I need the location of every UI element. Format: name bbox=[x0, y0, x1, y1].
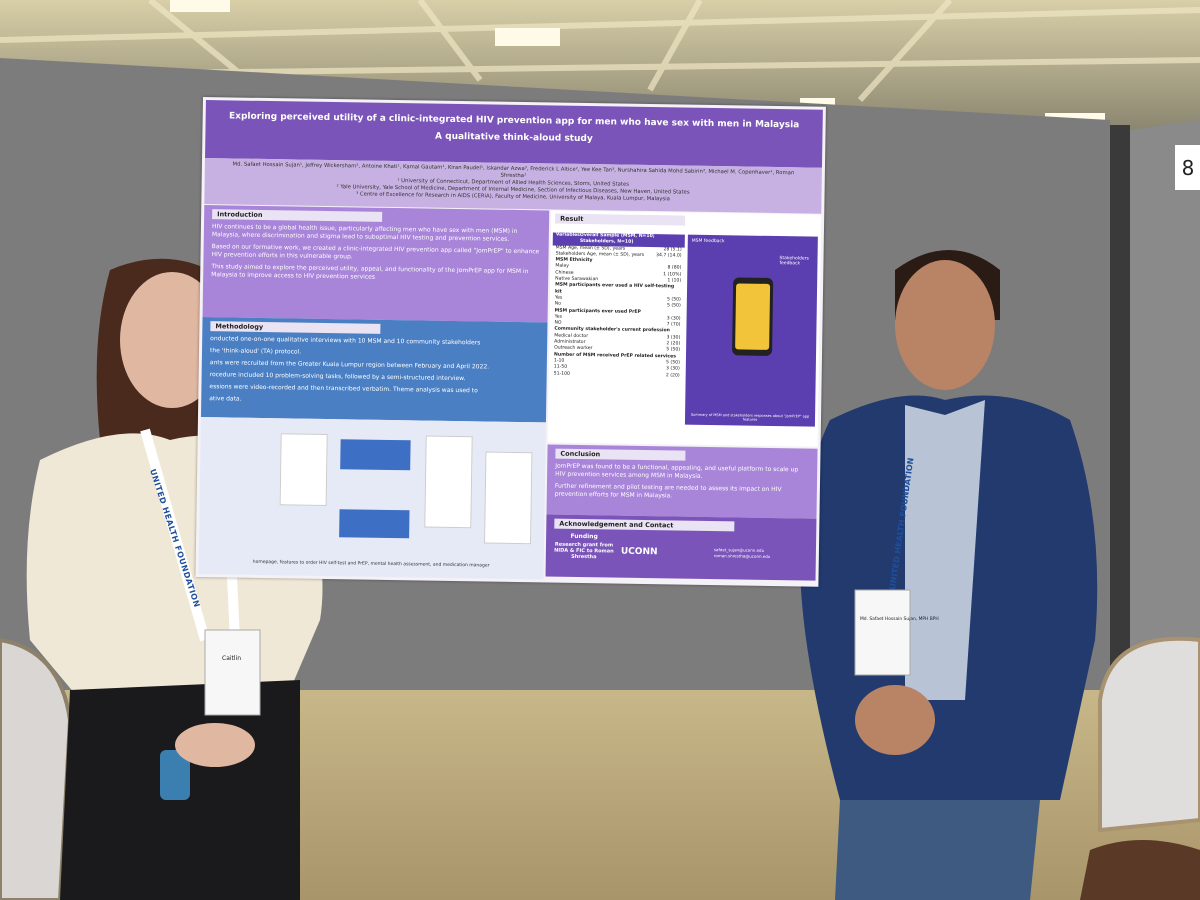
chair-left bbox=[0, 637, 73, 900]
row-label: MSM participants ever used a HIV self-te… bbox=[554, 282, 675, 295]
section-body: JomPrEP was found to be a functional, ap… bbox=[555, 463, 810, 503]
logo: UCONN bbox=[620, 546, 658, 558]
badge-name: Caitlin bbox=[222, 655, 241, 662]
section-body: HIV continues to be a global health issu… bbox=[211, 223, 541, 284]
row-value: 5 (50) bbox=[666, 303, 681, 309]
column-header: Variables bbox=[555, 232, 580, 238]
paragraph: ants were recruited from the Greater Kua… bbox=[209, 359, 490, 371]
neighbor-board bbox=[1130, 120, 1200, 660]
funding-label: Funding bbox=[570, 532, 598, 541]
section-heading: Acknowledgement and Contact bbox=[554, 518, 735, 532]
emails: safaet_sujan@uconn.edu roman.shrestha@uco… bbox=[714, 547, 771, 560]
email: roman.shrestha@uconn.edu bbox=[713, 553, 771, 559]
board-post bbox=[1110, 125, 1130, 685]
row-label: MSM participants ever used PrEP bbox=[554, 308, 641, 315]
figure-caption: Summary of MSM and stakeholders response… bbox=[690, 412, 810, 422]
result: Result Variables Overall Sample (MSM, N=1… bbox=[547, 210, 822, 447]
figure-label: MSM feedback bbox=[691, 238, 725, 245]
acknowledgement: Acknowledgement and Contact Funding Rese… bbox=[545, 514, 817, 581]
paragraph: essions were video-recorded and then tra… bbox=[209, 383, 478, 395]
section-heading: Introduction bbox=[212, 209, 383, 222]
board-number: 8 bbox=[1182, 156, 1195, 180]
row-value: 34.7 (14.0) bbox=[656, 253, 682, 259]
methodology: Methodology onducted one-on-one qualitat… bbox=[200, 317, 548, 423]
result-figure: MSM feedback Stakeholders feedback Summa… bbox=[684, 234, 818, 427]
paragraph: This study aimed to explore the perceive… bbox=[211, 263, 529, 281]
paragraph: ative data. bbox=[209, 395, 242, 403]
section-body: onducted one-on-one qualitative intervie… bbox=[209, 335, 539, 408]
chair-right bbox=[1080, 636, 1200, 900]
table-row: 51-100 2 (20) bbox=[551, 371, 683, 379]
introduction: Introduction HIV continues to be a globa… bbox=[202, 205, 550, 323]
person-right bbox=[800, 250, 1098, 900]
conclusion: Conclusion JomPrEP was found to be a fun… bbox=[546, 444, 818, 519]
row-value: 2 (20) bbox=[665, 372, 680, 379]
figure-label: Stakeholders feedback bbox=[779, 256, 809, 267]
app-screens: homepage, features to order HIV self-tes… bbox=[198, 417, 546, 580]
authors-block: Md. Safaet Hossain Sujan¹, Jeffrey Wicke… bbox=[204, 158, 822, 214]
poster: Exploring perceived utility of a clinic-… bbox=[195, 97, 826, 587]
paragraph: onducted one-on-one qualitative intervie… bbox=[210, 335, 481, 347]
paragraph: Based on our formative work, we created … bbox=[211, 243, 540, 261]
paragraph: JomPrEP was found to be a functional, ap… bbox=[555, 462, 799, 480]
paragraph: HIV continues to be a global health issu… bbox=[211, 223, 518, 243]
poster-title: Exploring perceived utility of a clinic-… bbox=[205, 100, 823, 168]
paragraph: Further refinement and pilot testing are… bbox=[554, 482, 782, 500]
row-label: 51-100 bbox=[553, 371, 571, 377]
figure-caption: homepage, features to order HIV self-tes… bbox=[252, 559, 490, 569]
badge-name: Md. Safaet Hossain Sujan, MPH BPH bbox=[860, 616, 939, 622]
paragraph: rocedure included 10 problem-solving tas… bbox=[209, 371, 466, 383]
board-number-card bbox=[1175, 145, 1200, 190]
funding: Research grant from NIDA & FIC to Roman … bbox=[554, 541, 614, 561]
section-heading: Result bbox=[555, 213, 686, 226]
paragraph: the 'think-aloud' (TA) protocol. bbox=[209, 347, 302, 356]
section-heading: Conclusion bbox=[555, 448, 686, 461]
result-table: Variables Overall Sample (MSM, N=10; Stak… bbox=[551, 232, 685, 380]
table-row: MSM participants ever used a HIV self-te… bbox=[552, 283, 684, 298]
section-heading: Methodology bbox=[210, 321, 381, 334]
